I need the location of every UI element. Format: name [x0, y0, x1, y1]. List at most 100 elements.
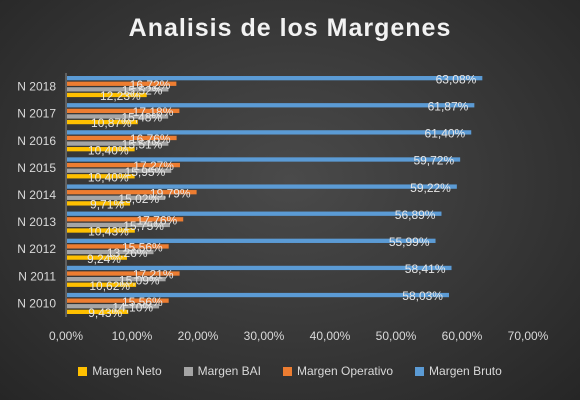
bar: [67, 76, 483, 81]
legend-item: Margen Bruto: [415, 364, 502, 378]
bar: [67, 276, 166, 282]
data-label: 15,56%: [122, 295, 163, 309]
x-tick-label: 40,00%: [310, 329, 351, 343]
bar: [67, 190, 197, 195]
bar: [67, 87, 169, 92]
legend-swatch: [78, 366, 88, 376]
legend-swatch: [283, 366, 292, 376]
data-label: 12,23%: [100, 89, 141, 103]
bar: [67, 309, 129, 314]
bar: [67, 81, 177, 86]
bar: [67, 228, 135, 233]
x-tick-label: 50,00%: [376, 329, 417, 343]
bar: [67, 249, 154, 255]
data-label: 9,71%: [90, 198, 124, 212]
bar: [67, 238, 436, 243]
bar: [67, 135, 177, 141]
category-label: N 2017: [17, 107, 56, 121]
data-label: 15,95%: [125, 165, 166, 179]
data-label: 15,56%: [122, 241, 163, 255]
bar: [67, 201, 131, 206]
bar: [67, 92, 147, 98]
bar: [67, 108, 180, 114]
bar: [67, 217, 184, 222]
data-label: 15,75%: [123, 219, 164, 233]
data-label: 14,10%: [112, 300, 153, 314]
category-label: N 2018: [17, 80, 56, 94]
bar: [67, 114, 169, 119]
bar: [67, 222, 170, 228]
legend-label: Margen BAI: [197, 364, 261, 378]
data-label: 15,51%: [122, 138, 163, 152]
data-label: 16,76%: [130, 132, 171, 146]
data-label: 58,03%: [402, 289, 443, 303]
data-label: 10,40%: [88, 143, 129, 157]
bar: [67, 211, 442, 216]
bar: [67, 141, 169, 146]
x-tick-label: 60,00%: [442, 329, 483, 343]
data-label: 17,76%: [137, 213, 178, 227]
data-label: 55,99%: [389, 235, 430, 249]
data-label: 15,52%: [122, 84, 163, 98]
data-label: 59,72%: [413, 154, 454, 168]
data-label: 17,27%: [133, 159, 174, 173]
bar: [67, 103, 475, 108]
legend-item: Margen Operativo: [283, 364, 393, 378]
bar: [67, 298, 169, 303]
legend-item: Margen BAI: [183, 364, 261, 378]
data-label: 16,72%: [130, 78, 171, 92]
legend-item: Margen Neto: [78, 364, 162, 378]
data-label: 9,43%: [88, 306, 122, 320]
legend-label: Margen Bruto: [429, 364, 502, 378]
x-tick-label: 70,00%: [508, 329, 549, 343]
category-label: N 2016: [17, 134, 56, 148]
chart-title: Analisis de los Margenes: [128, 14, 452, 42]
data-label: 61,87%: [428, 99, 469, 113]
bar: [67, 174, 135, 179]
bar: [67, 244, 169, 249]
bar: [67, 271, 180, 276]
bar: [67, 147, 135, 152]
bar: [67, 119, 138, 125]
bar: [67, 157, 461, 162]
bar: [67, 168, 172, 173]
bar: [67, 255, 127, 260]
data-label: 15,48%: [121, 111, 162, 125]
data-label: 10,62%: [89, 279, 130, 293]
data-label: 9,24%: [87, 252, 121, 266]
data-label: 15,02%: [118, 192, 159, 206]
data-label: 10,40%: [88, 170, 129, 184]
data-label: 58,41%: [405, 262, 446, 276]
data-label: 10,43%: [88, 225, 129, 239]
category-label: N 2011: [18, 269, 56, 283]
category-label: N 2013: [17, 215, 56, 229]
bar: [67, 292, 449, 298]
x-tick-label: 30,00%: [244, 329, 285, 343]
legend-swatch: [183, 366, 193, 376]
bar: [67, 130, 472, 135]
x-tick-label: 20,00%: [178, 329, 219, 343]
category-label: N 2012: [17, 242, 56, 256]
data-label: 19,79%: [150, 186, 191, 200]
data-label: 61,40%: [425, 127, 466, 141]
data-label: 59,22%: [410, 181, 451, 195]
category-label: N 2014: [17, 188, 56, 202]
bar: [67, 282, 137, 287]
data-label: 63,08%: [436, 72, 477, 86]
category-label: N 2015: [17, 161, 56, 175]
legend: Margen Neto Margen BAI Margen Operativo Mar…: [0, 364, 580, 378]
bar: [67, 184, 457, 189]
x-tick-label: 0,00%: [49, 329, 83, 343]
bar: [67, 265, 452, 271]
data-label: 56,89%: [395, 208, 436, 222]
x-tick-label: 10,00%: [112, 329, 153, 343]
data-label: 10,87%: [91, 116, 132, 130]
legend-label: Margen Neto: [92, 364, 162, 378]
data-label: 15,09%: [119, 273, 160, 287]
bar: [67, 195, 166, 200]
bar: [67, 162, 180, 168]
category-label: N 2010: [17, 296, 56, 310]
data-label: 13,26%: [107, 246, 148, 260]
